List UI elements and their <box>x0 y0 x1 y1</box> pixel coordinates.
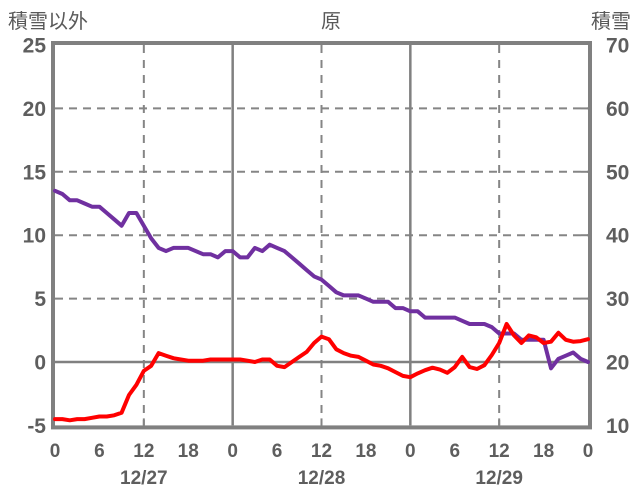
hour-tick-label: 12 <box>489 441 510 462</box>
non-snow-series-line <box>53 322 590 423</box>
right-axis-tick-label: 40 <box>606 225 629 248</box>
date-label: 12/28 <box>298 468 346 489</box>
left-axis-title: 積雪以外 <box>8 11 88 33</box>
right-axis-title: 積雪 <box>591 11 631 33</box>
hour-tick-label: 18 <box>533 441 554 462</box>
hour-tick-label: 12 <box>311 441 332 462</box>
left-axis-tick-label: 5 <box>34 288 46 311</box>
right-axis-tick-label: 60 <box>606 98 629 121</box>
hour-tick-label: 18 <box>355 441 376 462</box>
left-axis-tick-label: 10 <box>23 225 46 248</box>
hour-tick-label: 6 <box>449 441 460 462</box>
hour-tick-label: 18 <box>178 441 199 462</box>
right-axis-tick-label: 20 <box>606 352 629 375</box>
hour-tick-label: 0 <box>50 441 61 462</box>
hour-tick-label: 6 <box>272 441 283 462</box>
left-axis-tick-label: 20 <box>23 98 46 121</box>
left-axis-tick-label: 15 <box>23 161 47 184</box>
hour-tick-label: 0 <box>227 441 238 462</box>
date-label: 12/27 <box>120 468 168 489</box>
station-title: 原 <box>321 11 341 33</box>
right-axis-tick-label: 50 <box>606 161 629 184</box>
left-axis-tick-label: -5 <box>27 415 46 438</box>
plot-frame <box>51 41 592 430</box>
hour-tick-label: 0 <box>583 441 594 462</box>
date-label: 12/29 <box>475 468 523 489</box>
hour-tick-label: 6 <box>94 441 105 462</box>
hour-tick-label: 12 <box>133 441 154 462</box>
snow-depth-series-line <box>53 188 590 371</box>
right-axis-tick-label: 10 <box>606 415 629 438</box>
left-axis-tick-label: 25 <box>23 35 47 58</box>
left-axis-tick-label: 0 <box>34 352 46 375</box>
hour-tick-label: 0 <box>405 441 416 462</box>
right-axis-tick-label: 30 <box>606 288 629 311</box>
right-axis-tick-label: 70 <box>606 35 629 58</box>
